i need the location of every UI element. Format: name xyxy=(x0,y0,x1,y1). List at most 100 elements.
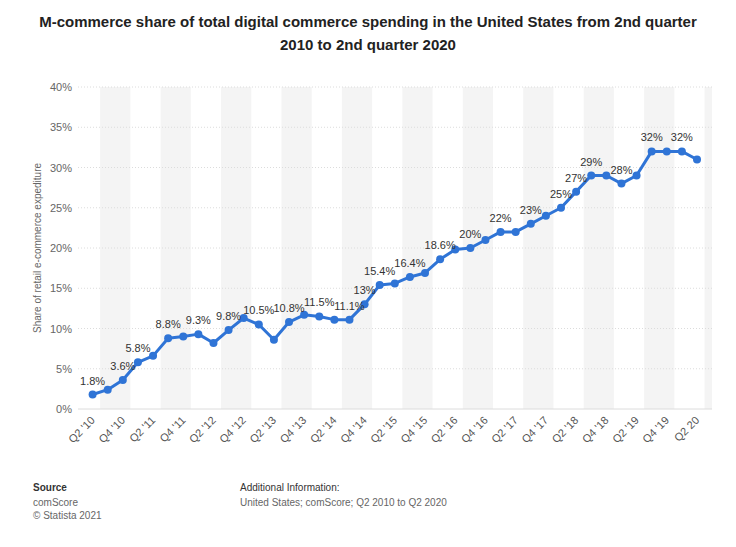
series-group xyxy=(89,147,701,398)
data-label: 10.8% xyxy=(273,302,304,314)
line xyxy=(93,151,697,394)
x-tick-label: Q2 '19 xyxy=(610,414,641,445)
data-label: 16.4% xyxy=(394,257,425,269)
x-tick-label: Q2 '12 xyxy=(187,414,218,445)
data-label: 9.8% xyxy=(216,310,241,322)
marker xyxy=(285,318,293,326)
marker xyxy=(527,220,535,228)
y-tick-label: 30% xyxy=(50,162,72,174)
marker xyxy=(497,228,505,236)
x-tick-label: Q2 '13 xyxy=(247,414,278,445)
marker xyxy=(421,269,429,277)
data-label: 28% xyxy=(610,164,632,176)
marker xyxy=(104,386,112,394)
marker xyxy=(225,326,233,334)
marker xyxy=(572,188,580,196)
y-tick-label: 25% xyxy=(50,202,72,214)
marker xyxy=(179,333,187,341)
y-tick-label: 35% xyxy=(50,121,72,133)
data-label: 1.8% xyxy=(80,375,105,387)
x-tick-label: Q4 '14 xyxy=(338,414,369,445)
y-tick-label: 40% xyxy=(50,81,72,93)
marker xyxy=(693,155,701,163)
data-label: 13% xyxy=(354,284,376,296)
grid-line xyxy=(78,409,712,410)
grid-line xyxy=(78,87,712,88)
x-tick-label: Q2 '10 xyxy=(66,414,97,445)
data-label: 25% xyxy=(550,188,572,200)
x-tick-label: Q4 '12 xyxy=(217,414,248,445)
marker xyxy=(89,391,97,399)
marker xyxy=(602,172,610,180)
marker xyxy=(678,147,686,155)
marker xyxy=(209,339,217,347)
grid-line xyxy=(78,368,712,369)
marker xyxy=(391,279,399,287)
marker xyxy=(315,312,323,320)
x-tick-label: Q2 '11 xyxy=(127,414,158,445)
data-label: 15.4% xyxy=(364,265,395,277)
x-tick-label: Q2 '17 xyxy=(489,414,520,445)
source: comScore xyxy=(33,497,78,508)
marker xyxy=(164,334,172,342)
grid-line xyxy=(78,207,712,208)
marker xyxy=(255,320,263,328)
data-label: 27% xyxy=(565,172,587,184)
marker xyxy=(194,330,202,338)
y-tick-label: 0% xyxy=(56,403,72,415)
info-label: Additional Information: xyxy=(240,482,340,493)
marker xyxy=(633,172,641,180)
band xyxy=(281,87,311,409)
y-tick-label: 10% xyxy=(50,323,72,335)
data-label: 10.5% xyxy=(243,304,274,316)
x-tick-label: Q2 '18 xyxy=(549,414,580,445)
marker xyxy=(330,316,338,324)
marker xyxy=(481,236,489,244)
data-label: 11.5% xyxy=(304,296,335,308)
x-tick-label: Q4 '16 xyxy=(459,414,490,445)
marker xyxy=(663,147,671,155)
copyright: © Statista 2021 xyxy=(33,510,102,521)
grid-line xyxy=(78,127,712,128)
marker xyxy=(512,228,520,236)
source-label: Source xyxy=(33,482,67,493)
x-tick-label: Q4 '13 xyxy=(277,414,308,445)
marker xyxy=(406,273,414,281)
x-tick-label: Q4 '15 xyxy=(398,414,429,445)
marker xyxy=(466,244,474,252)
info: United States; comScore; Q2 2010 to Q2 2… xyxy=(240,497,447,508)
marker xyxy=(270,336,278,344)
x-tick-label: Q2 20 xyxy=(672,414,702,444)
marker xyxy=(648,147,656,155)
grid-line xyxy=(78,288,712,289)
marker xyxy=(542,212,550,220)
y-tick-label: 20% xyxy=(50,242,72,254)
data-label: 29% xyxy=(580,156,602,168)
y-tick-label: 5% xyxy=(56,363,72,375)
x-tick-label: Q4 '17 xyxy=(519,414,550,445)
x-tick-label: Q4 '10 xyxy=(96,414,127,445)
title: M-commerce share of total digital commer… xyxy=(30,10,706,56)
marker xyxy=(376,281,384,289)
data-label: 23% xyxy=(520,204,542,216)
x-tick-label: Q4 '19 xyxy=(640,414,671,445)
x-tick-label: Q2 '16 xyxy=(428,414,459,445)
x-tick-label: Q2 '15 xyxy=(368,414,399,445)
data-label: 5.8% xyxy=(125,342,150,354)
data-label: 11.1% xyxy=(334,300,365,312)
marker xyxy=(587,172,595,180)
marker xyxy=(119,376,127,384)
data-label: 22% xyxy=(490,212,512,224)
band xyxy=(523,87,553,409)
marker xyxy=(557,204,565,212)
marker xyxy=(345,316,353,324)
x-tick-label: Q4 '11 xyxy=(157,414,188,445)
x-tick-label: Q2 '14 xyxy=(308,414,339,445)
grid-line xyxy=(78,248,712,249)
data-label: 3.6% xyxy=(110,360,135,372)
data-label: 32% xyxy=(671,131,693,143)
y-axis-label: Share of retail e-commerce expediture xyxy=(32,163,43,334)
data-label: 9.3% xyxy=(186,314,211,326)
marker xyxy=(436,255,444,263)
data-label: 8.8% xyxy=(156,318,181,330)
